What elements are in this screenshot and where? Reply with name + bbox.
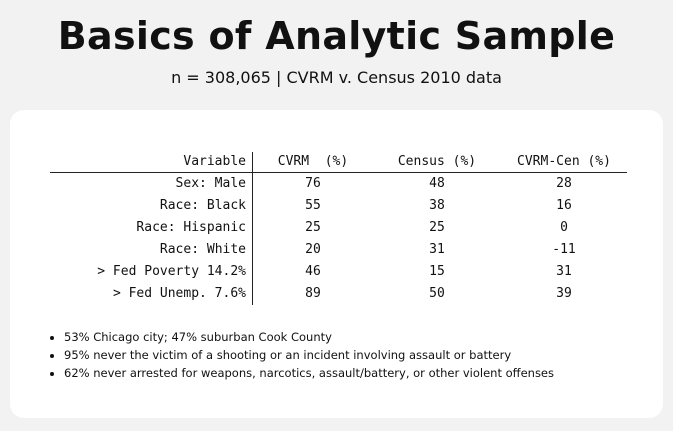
row-census-value: 15 — [429, 264, 445, 279]
row-variable: > Fed Poverty 14.2% — [50, 261, 253, 283]
row-difference-value: 16 — [556, 198, 572, 213]
row-variable: Race: White — [50, 239, 253, 261]
row-difference-value: 28 — [556, 176, 572, 191]
row-census-value: 31 — [429, 242, 445, 257]
row-cvrm-value: 46 — [305, 264, 321, 279]
row-census-value: 50 — [429, 286, 445, 301]
row-cvrm-value: 25 — [305, 220, 321, 235]
table-row: Race: White 20 31 -11 — [50, 239, 627, 261]
header-census: Census (%) — [373, 152, 501, 173]
table-row: > Fed Unemp. 7.6% 89 50 39 — [50, 283, 627, 305]
table-row: Race: Black 55 38 16 — [50, 195, 627, 217]
row-variable: Sex: Male — [50, 172, 253, 195]
row-census-value: 48 — [429, 176, 445, 191]
table-row: Race: Hispanic 25 25 0 — [50, 217, 627, 239]
header-cvrm: CVRM (%) — [252, 152, 373, 173]
list-item: 53% Chicago city; 47% suburban Cook Coun… — [64, 328, 554, 346]
list-item: 62% never arrested for weapons, narcotic… — [64, 364, 554, 382]
table-row: > Fed Poverty 14.2% 46 15 31 — [50, 261, 627, 283]
table-header-row: Variable CVRM (%) Census (%) CVRM-Cen (%… — [50, 152, 627, 173]
key-facts-list: 53% Chicago city; 47% suburban Cook Coun… — [48, 328, 554, 382]
row-variable: Race: Black — [50, 195, 253, 217]
row-difference-value: -11 — [552, 242, 576, 257]
row-difference-value: 39 — [556, 286, 572, 301]
row-cvrm-value: 20 — [305, 242, 321, 257]
header-variable: Variable — [50, 152, 253, 173]
row-census-value: 25 — [429, 220, 445, 235]
row-difference-value: 31 — [556, 264, 572, 279]
stats-table-container: Variable CVRM (%) Census (%) CVRM-Cen (%… — [50, 152, 627, 305]
row-cvrm-value: 55 — [305, 198, 321, 213]
list-item: 95% never the victim of a shooting or an… — [64, 346, 554, 364]
table-row: Sex: Male 76 48 28 — [50, 172, 627, 195]
row-difference-value: 0 — [560, 220, 568, 235]
row-census-value: 38 — [429, 198, 445, 213]
sample-comparison-table: Variable CVRM (%) Census (%) CVRM-Cen (%… — [50, 152, 627, 305]
row-cvrm-value: 89 — [305, 286, 321, 301]
slide-subtitle: n = 308,065 | CVRM v. Census 2010 data — [171, 68, 502, 87]
row-variable: Race: Hispanic — [50, 217, 253, 239]
row-variable: > Fed Unemp. 7.6% — [50, 283, 253, 305]
header-difference: CVRM-Cen (%) — [501, 152, 627, 173]
row-cvrm-value: 76 — [305, 176, 321, 191]
slide-title: Basics of Analytic Sample — [57, 14, 616, 58]
content-card: Variable CVRM (%) Census (%) CVRM-Cen (%… — [10, 110, 663, 418]
